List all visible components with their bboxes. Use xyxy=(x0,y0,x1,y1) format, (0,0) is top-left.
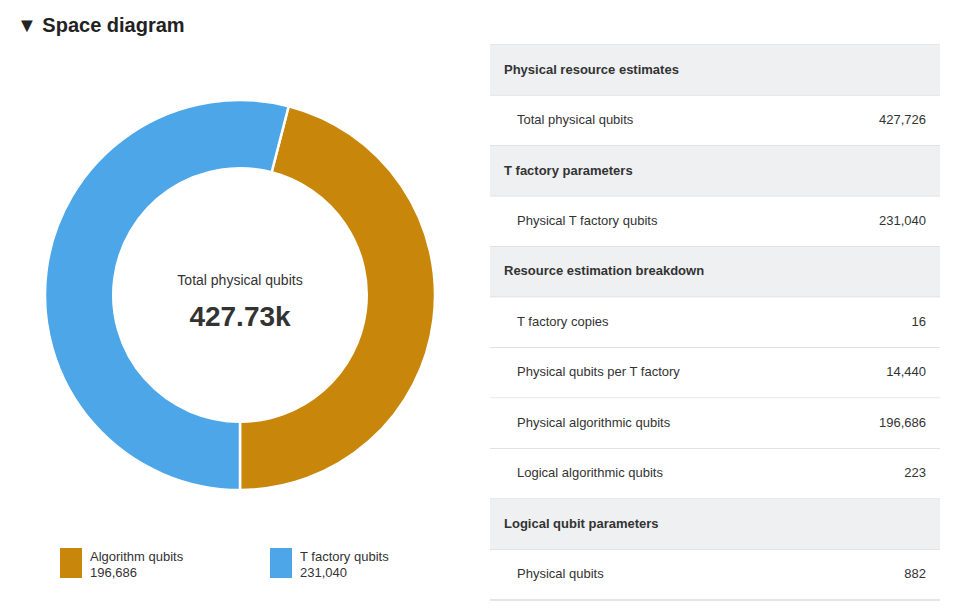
row-value: 231,040 xyxy=(879,213,926,228)
row-background xyxy=(490,95,940,145)
header-text: Logical qubit parameters xyxy=(504,516,659,531)
table-row: Physical T factory qubits 231,040 xyxy=(490,196,940,246)
legend-label: T factory qubits xyxy=(300,549,389,564)
legend-value: 231,040 xyxy=(300,565,347,580)
legend-swatch xyxy=(60,548,82,578)
row-value: 882 xyxy=(904,566,926,581)
row-label: Logical algorithmic qubits xyxy=(517,465,663,480)
header-text: T factory parameters xyxy=(504,163,633,178)
legend: Algorithm qubits196,686 T factory qubits2… xyxy=(60,548,389,580)
table-row: Physical qubits per T factory 14,440 xyxy=(490,348,940,398)
row-label: Physical qubits per T factory xyxy=(517,364,680,379)
center-text: Total physical qubits xyxy=(177,272,302,288)
row-label: T factory copies xyxy=(517,314,609,329)
table-border xyxy=(490,600,940,601)
table-row: Physical algorithmic qubits 196,686 xyxy=(490,398,940,448)
row-value: 16 xyxy=(912,314,926,329)
row-background xyxy=(490,449,940,499)
table-header: Physical resource estimates xyxy=(490,45,940,95)
table-row: T factory copies 16 xyxy=(490,297,940,347)
row-background xyxy=(490,146,940,196)
center-text: 427.73k xyxy=(189,301,291,332)
row-label: Physical algorithmic qubits xyxy=(517,415,671,430)
table-header: Resource estimation breakdown xyxy=(490,247,940,297)
table-row: Total physical qubits 427,726 xyxy=(490,95,940,145)
row-background xyxy=(490,196,940,246)
row-background xyxy=(490,247,940,297)
table-header: T factory parameters xyxy=(490,146,940,196)
header-text: Resource estimation breakdown xyxy=(504,263,704,278)
title: ▼ Space diagram xyxy=(17,14,185,36)
row-background xyxy=(490,348,940,398)
row-background xyxy=(490,45,940,95)
donut-slice xyxy=(45,100,289,490)
row-value: 427,726 xyxy=(879,112,926,127)
row-value: 223 xyxy=(904,465,926,480)
row-background xyxy=(490,297,940,347)
legend-value: 196,686 xyxy=(90,565,137,580)
legend-item: T factory qubits231,040 xyxy=(270,548,389,580)
legend-label: Algorithm qubits xyxy=(90,549,184,564)
table: Physical resource estimates Total physica… xyxy=(490,45,940,600)
row-label: Physical T factory qubits xyxy=(517,213,658,228)
row-background xyxy=(490,550,940,600)
row-label: Total physical qubits xyxy=(517,112,634,127)
row-value: 196,686 xyxy=(879,415,926,430)
donut: Total physical qubits 427.73k xyxy=(45,100,435,490)
row-background xyxy=(490,398,940,448)
legend-swatch xyxy=(270,548,292,578)
chart: ▼ Space diagram Total physical qubits 427.… xyxy=(0,0,953,616)
table-header: Logical qubit parameters xyxy=(490,499,940,549)
row-value: 14,440 xyxy=(886,364,926,379)
row-background xyxy=(490,499,940,549)
legend-item: Algorithm qubits196,686 xyxy=(60,548,184,580)
row-label: Physical qubits xyxy=(517,566,604,581)
table-row: Physical qubits 882 xyxy=(490,550,940,600)
header-text: Physical resource estimates xyxy=(504,62,679,77)
table-row: Logical algorithmic qubits 223 xyxy=(490,449,940,499)
